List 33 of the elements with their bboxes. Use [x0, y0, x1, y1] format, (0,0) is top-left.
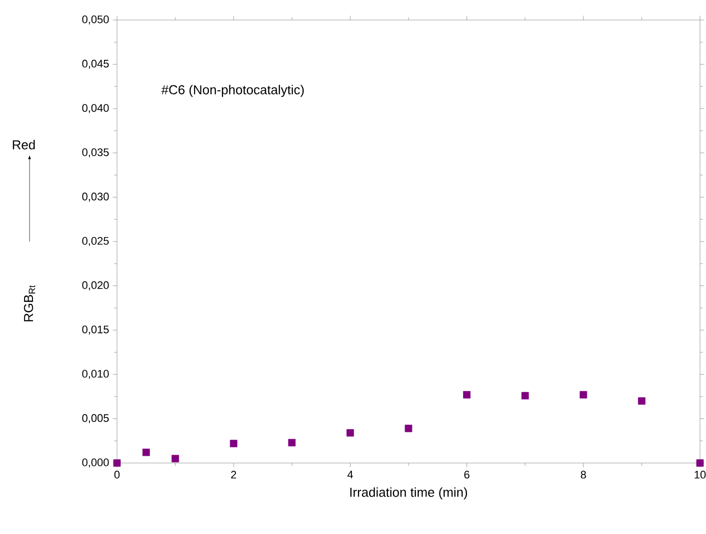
text: Red — [12, 140, 35, 150]
y-tick-label: 0,030 — [82, 192, 109, 202]
x-tick-label: 4 — [347, 470, 353, 478]
x-tick-label: 6 — [464, 470, 470, 479]
point — [230, 440, 238, 448]
x-tick-label: 0 — [114, 470, 120, 479]
point — [346, 429, 354, 437]
y-tick-label: 0,015 — [82, 326, 109, 335]
y-tick-label: 0,020 — [82, 281, 109, 290]
x-tick-label: 10 — [694, 470, 706, 479]
y-tick-label: 0,045 — [82, 60, 109, 69]
x-tick-label: 8 — [580, 470, 586, 479]
point — [696, 459, 704, 467]
y-tick-label: 0,025 — [82, 236, 109, 246]
x-tick-label: 2 — [231, 470, 236, 478]
point — [580, 391, 588, 398]
annotation: #C6 (Non-photocatalytic) — [161, 84, 304, 97]
y-tick-label: 0,040 — [82, 104, 109, 114]
point — [288, 438, 296, 446]
point — [172, 454, 179, 462]
y-tick-label: 0,000 — [82, 458, 109, 468]
point — [638, 397, 646, 405]
point — [113, 459, 121, 467]
point — [463, 391, 470, 398]
point — [521, 392, 529, 400]
point — [404, 424, 412, 432]
y-tick-label: 0,010 — [82, 370, 109, 379]
y-axis-title: RGB$_{Rt}$ — [24, 285, 36, 322]
y-tick-label: 0,035 — [82, 148, 109, 158]
point — [142, 448, 150, 456]
y-tick-label: 0,050 — [82, 15, 109, 25]
y-tick-label: 0,005 — [82, 414, 109, 424]
x-axis-title: Irradiation time (min) — [350, 487, 468, 500]
